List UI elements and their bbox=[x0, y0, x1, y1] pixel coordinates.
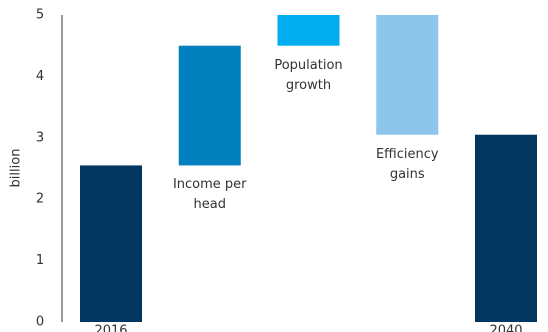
y-tick-label: 1 bbox=[36, 253, 44, 268]
bar bbox=[376, 15, 439, 135]
bar-label: Efficiency gains bbox=[375, 146, 439, 182]
y-tick-label: 2 bbox=[36, 192, 44, 207]
bar bbox=[475, 134, 537, 322]
bar bbox=[178, 45, 241, 166]
y-tick-label: 3 bbox=[36, 130, 44, 145]
y-tick-label: 5 bbox=[36, 8, 44, 23]
y-axis-label: billion bbox=[9, 149, 24, 188]
y-tick-label: 0 bbox=[36, 315, 44, 330]
x-tick-label: 2016 bbox=[94, 324, 127, 332]
x-tick-label: 2040 bbox=[489, 324, 522, 332]
bar-label: Income per head bbox=[172, 177, 247, 213]
y-tick-label: 4 bbox=[36, 69, 44, 84]
bar bbox=[80, 165, 142, 322]
bar bbox=[277, 15, 340, 46]
bar-label: Population growth bbox=[274, 57, 343, 93]
